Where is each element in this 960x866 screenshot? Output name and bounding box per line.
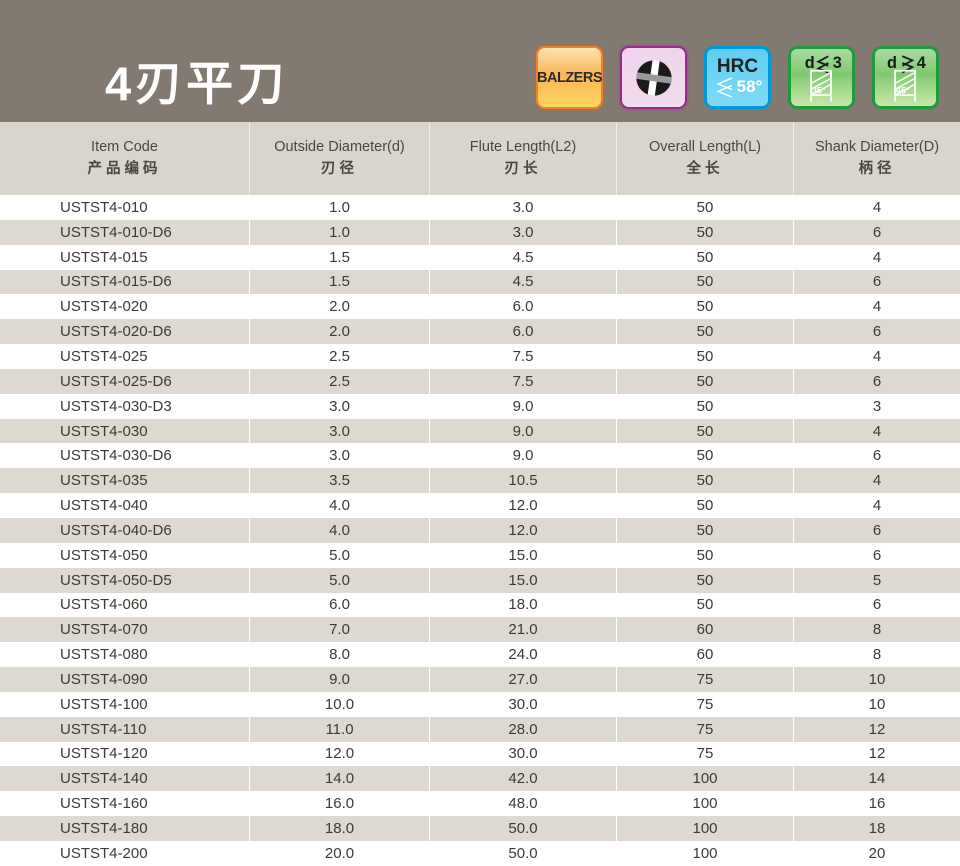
- svg-text:45°: 45°: [896, 85, 910, 95]
- svg-text:3: 3: [833, 54, 842, 72]
- svg-text:d: d: [887, 54, 897, 72]
- svg-text:4: 4: [917, 54, 926, 72]
- svg-text:d: d: [805, 54, 815, 72]
- svg-text:35°: 35°: [812, 85, 826, 95]
